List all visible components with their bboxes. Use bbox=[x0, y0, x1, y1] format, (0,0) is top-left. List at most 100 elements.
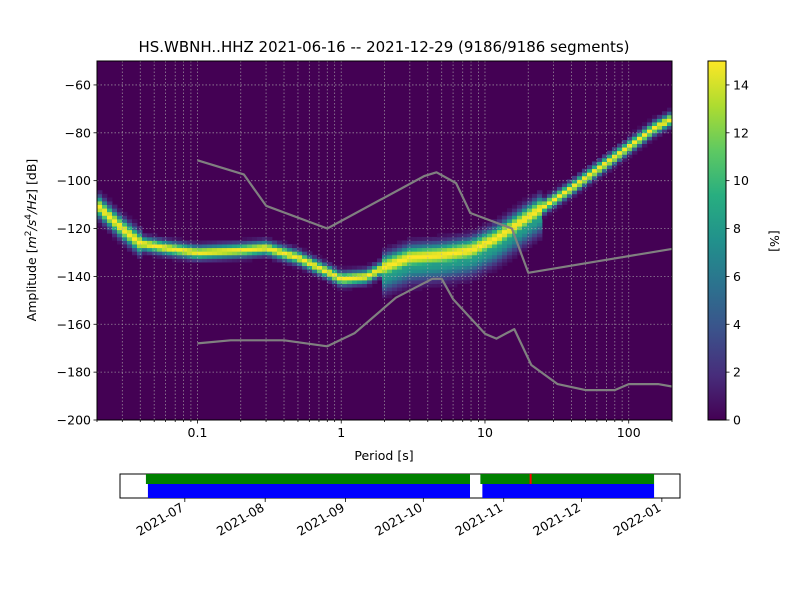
density-cell bbox=[512, 204, 518, 209]
density-cell bbox=[642, 132, 648, 137]
density-cell bbox=[397, 254, 403, 259]
density-cell bbox=[292, 265, 298, 270]
density-cell bbox=[507, 211, 513, 216]
density-cell bbox=[507, 251, 513, 256]
density-cell bbox=[487, 233, 493, 238]
density-cell bbox=[492, 226, 498, 231]
density-cell bbox=[507, 240, 513, 245]
density-cell bbox=[182, 251, 188, 256]
density-cell bbox=[357, 265, 363, 270]
density-cell bbox=[192, 244, 198, 249]
density-cell bbox=[177, 258, 183, 263]
density-cell bbox=[497, 215, 503, 220]
density-cell bbox=[427, 240, 433, 245]
density-cell bbox=[222, 247, 228, 252]
timeline-tick-label: 2021-11 bbox=[452, 500, 505, 539]
density-cell bbox=[172, 244, 178, 249]
density-cell bbox=[237, 251, 243, 256]
density-cell bbox=[362, 276, 368, 281]
density-cell bbox=[497, 233, 503, 238]
density-cell bbox=[462, 262, 468, 267]
density-cell bbox=[167, 247, 173, 252]
density-cell bbox=[627, 132, 633, 137]
density-cell bbox=[147, 233, 153, 238]
density-cell bbox=[447, 265, 453, 270]
density-cell bbox=[512, 254, 518, 259]
density-cell bbox=[357, 276, 363, 281]
density-cell bbox=[527, 226, 533, 231]
density-cell bbox=[547, 190, 553, 195]
density-cell bbox=[452, 265, 458, 270]
density-cell bbox=[627, 143, 633, 148]
colorbar-tick-label: 8 bbox=[733, 221, 741, 236]
density-cell bbox=[367, 265, 373, 270]
density-cell bbox=[397, 244, 403, 249]
density-cell bbox=[492, 233, 498, 238]
density-cell bbox=[147, 247, 153, 252]
density-cell bbox=[452, 258, 458, 263]
density-cell bbox=[527, 208, 533, 213]
density-cell bbox=[107, 222, 113, 227]
density-cell bbox=[107, 229, 113, 234]
density-cell bbox=[102, 222, 108, 227]
density-cell bbox=[422, 236, 428, 241]
density-cell bbox=[472, 254, 478, 259]
density-cell bbox=[147, 244, 153, 249]
density-cell bbox=[647, 139, 653, 144]
density-cell bbox=[157, 244, 163, 249]
timeline-tick-label: 2021-10 bbox=[372, 500, 425, 539]
density-cell bbox=[517, 208, 523, 213]
density-cell bbox=[647, 118, 653, 123]
density-cell bbox=[492, 254, 498, 259]
density-cell bbox=[592, 161, 598, 166]
density-cell bbox=[477, 265, 483, 270]
density-cell bbox=[522, 215, 528, 220]
density-cell bbox=[532, 233, 538, 238]
density-cell bbox=[127, 244, 133, 249]
density-cell bbox=[397, 247, 403, 252]
density-cell bbox=[362, 283, 368, 288]
density-cell bbox=[517, 222, 523, 227]
density-cell bbox=[472, 272, 478, 277]
density-cell bbox=[227, 251, 233, 256]
low-noise-model-line bbox=[197, 277, 672, 392]
density-cell bbox=[412, 240, 418, 245]
density-cell bbox=[542, 204, 548, 209]
density-cell bbox=[237, 247, 243, 252]
density-cell bbox=[127, 247, 133, 252]
density-cell bbox=[447, 244, 453, 249]
density-cell bbox=[202, 244, 208, 249]
density-cell bbox=[557, 183, 563, 188]
density-cell bbox=[247, 254, 253, 259]
density-cell bbox=[572, 175, 578, 180]
density-cell bbox=[427, 262, 433, 267]
density-cell bbox=[487, 222, 493, 227]
density-cell bbox=[367, 276, 373, 281]
density-cell bbox=[427, 269, 433, 274]
density-cell bbox=[162, 240, 168, 245]
density-cell bbox=[222, 244, 228, 249]
density-cell bbox=[657, 118, 663, 123]
density-cell bbox=[602, 157, 608, 162]
density-cell bbox=[232, 254, 238, 259]
density-cell bbox=[562, 197, 568, 202]
density-cell bbox=[497, 258, 503, 263]
density-cell bbox=[122, 211, 128, 216]
density-cell bbox=[117, 208, 123, 213]
density-cell bbox=[152, 233, 158, 238]
density-cell bbox=[367, 283, 373, 288]
density-cell bbox=[602, 172, 608, 177]
density-cell bbox=[372, 276, 378, 281]
density-cell bbox=[357, 279, 363, 284]
density-cell bbox=[117, 240, 123, 245]
density-cell bbox=[532, 236, 538, 241]
density-cell bbox=[462, 258, 468, 263]
density-cell bbox=[442, 247, 448, 252]
density-cell bbox=[527, 244, 533, 249]
density-cell bbox=[437, 236, 443, 241]
density-cell bbox=[412, 251, 418, 256]
density-cell bbox=[527, 236, 533, 241]
density-cell bbox=[412, 244, 418, 249]
density-cell bbox=[607, 150, 613, 155]
density-cell bbox=[167, 251, 173, 256]
